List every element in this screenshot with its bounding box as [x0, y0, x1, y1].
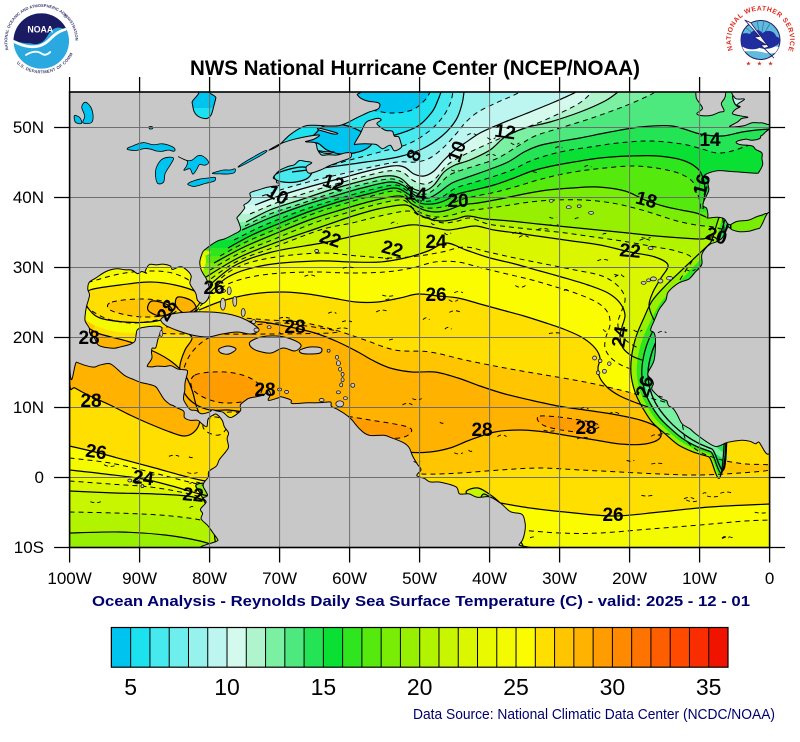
svg-text:28: 28 — [254, 380, 275, 401]
svg-text:NOAA: NOAA — [27, 25, 54, 35]
svg-text:70W: 70W — [262, 569, 297, 588]
svg-text:30: 30 — [600, 674, 626, 700]
svg-text:20W: 20W — [612, 569, 647, 588]
svg-text:★ ★ ★: ★ ★ ★ — [746, 61, 775, 68]
svg-text:100W: 100W — [47, 569, 91, 588]
svg-text:26: 26 — [602, 505, 623, 526]
svg-text:24: 24 — [131, 467, 155, 491]
svg-text:15: 15 — [311, 674, 337, 700]
svg-text:30W: 30W — [542, 569, 577, 588]
svg-text:22: 22 — [619, 240, 642, 263]
svg-text:24: 24 — [608, 324, 632, 349]
svg-text:0: 0 — [765, 569, 774, 588]
svg-text:28: 28 — [78, 328, 99, 349]
svg-text:26: 26 — [84, 441, 108, 465]
svg-text:10N: 10N — [13, 398, 44, 417]
svg-text:28: 28 — [80, 391, 101, 412]
svg-text:Ocean Analysis - Reynolds Dail: Ocean Analysis - Reynolds Daily Sea Surf… — [92, 593, 751, 610]
svg-text:®: ® — [64, 13, 68, 20]
svg-text:30N: 30N — [13, 258, 44, 277]
svg-text:60W: 60W — [332, 569, 367, 588]
svg-text:26: 26 — [203, 278, 224, 299]
svg-text:28: 28 — [575, 418, 596, 439]
svg-text:NWS National Hurricane Center: NWS National Hurricane Center (NCEP/NOAA… — [190, 57, 640, 80]
svg-text:14: 14 — [699, 130, 721, 151]
svg-text:50N: 50N — [13, 118, 44, 137]
svg-text:0: 0 — [35, 468, 44, 487]
svg-text:40N: 40N — [13, 188, 44, 207]
svg-text:24: 24 — [425, 232, 447, 253]
svg-text:20: 20 — [407, 674, 433, 700]
svg-text:20: 20 — [447, 191, 468, 212]
svg-text:40W: 40W — [472, 569, 507, 588]
svg-text:5: 5 — [124, 674, 137, 700]
svg-text:35: 35 — [696, 674, 722, 700]
svg-text:10: 10 — [214, 674, 240, 700]
svg-text:14: 14 — [405, 183, 428, 206]
svg-text:22: 22 — [182, 484, 205, 507]
svg-text:20N: 20N — [13, 328, 44, 347]
svg-text:Data Source: National Climatic: Data Source: National Climatic Data Cent… — [413, 706, 775, 723]
svg-text:50W: 50W — [402, 569, 437, 588]
svg-text:90W: 90W — [122, 569, 157, 588]
svg-text:28: 28 — [471, 420, 492, 441]
svg-text:25: 25 — [503, 674, 529, 700]
svg-text:10S: 10S — [14, 538, 44, 557]
svg-text:12: 12 — [493, 121, 517, 145]
svg-text:80W: 80W — [192, 569, 227, 588]
svg-text:26: 26 — [425, 285, 446, 306]
svg-text:28: 28 — [284, 317, 305, 338]
svg-text:10W: 10W — [682, 569, 717, 588]
